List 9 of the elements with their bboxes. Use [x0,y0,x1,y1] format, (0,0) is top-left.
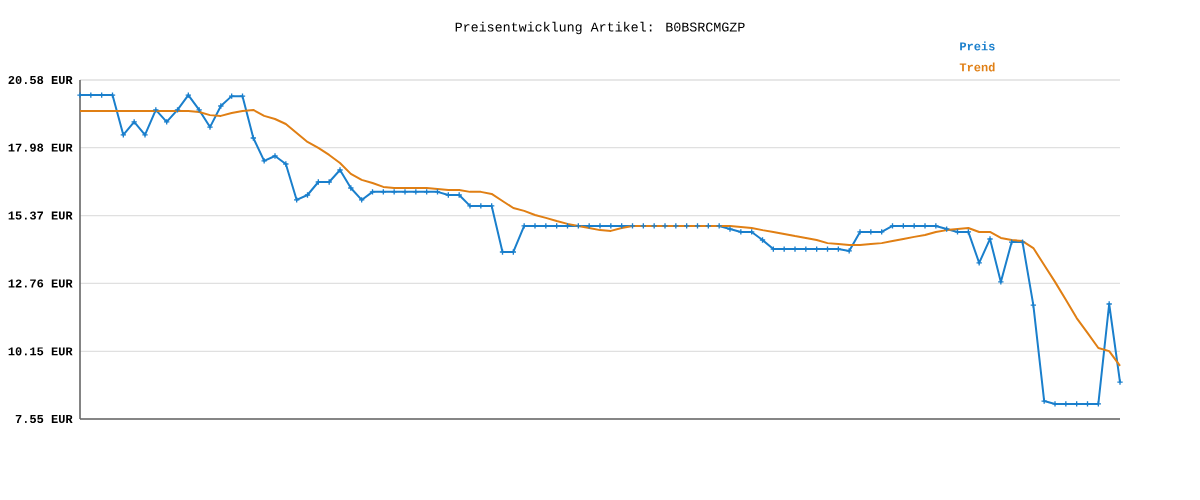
y-tick-label: 20.58 EUR [8,75,73,85]
y-tick-label: 15.37 EUR [8,211,73,220]
y-tick-label: 12.76 EUR [8,279,73,288]
text: Trend [959,62,995,72]
chart-title: Preisentwicklung Artikel: B0BSRCMGZP [455,21,745,35]
y-tick-label: 17.98 EUR [8,143,73,152]
text: Preis [960,41,995,51]
y-tick-label: 10.15 EUR [8,347,73,356]
y-tick-label: 7.55 EUR [15,414,73,424]
